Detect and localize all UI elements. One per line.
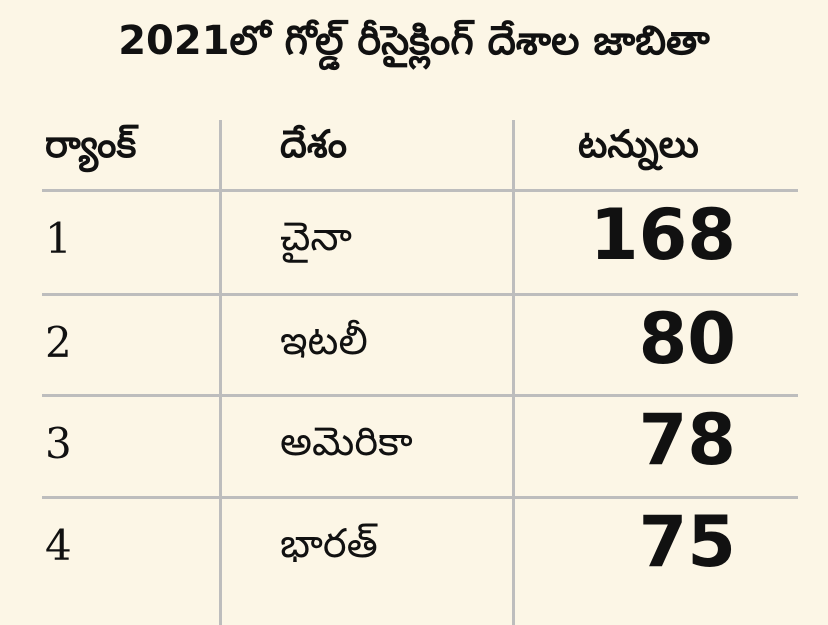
row-divider <box>42 394 798 397</box>
rank: 3 <box>45 419 72 468</box>
rank: 2 <box>45 318 72 367</box>
tonnes: 168 <box>589 194 736 276</box>
country: భారత్ <box>280 521 378 567</box>
rank: 1 <box>45 214 72 263</box>
row-divider <box>42 496 798 499</box>
country: చైనా <box>280 214 352 260</box>
rank: 4 <box>45 521 72 570</box>
tonnes: 80 <box>638 298 736 380</box>
column-header: ర్యాంక్ <box>45 122 137 166</box>
column-divider <box>219 120 222 625</box>
row-divider <box>42 293 798 296</box>
column-header: టన్నులు <box>578 122 699 166</box>
tonnes: 78 <box>638 399 736 481</box>
row-divider <box>42 189 798 192</box>
tonnes: 75 <box>638 501 736 583</box>
country: ఇటలీ <box>280 318 368 364</box>
column-header: దేశం <box>280 122 347 166</box>
column-divider <box>512 120 515 625</box>
title: 2021లో గోల్డ్ రీసైక్లింగ్ దేశాల జాబితా <box>118 18 710 64</box>
country: అమెరికా <box>280 419 413 465</box>
